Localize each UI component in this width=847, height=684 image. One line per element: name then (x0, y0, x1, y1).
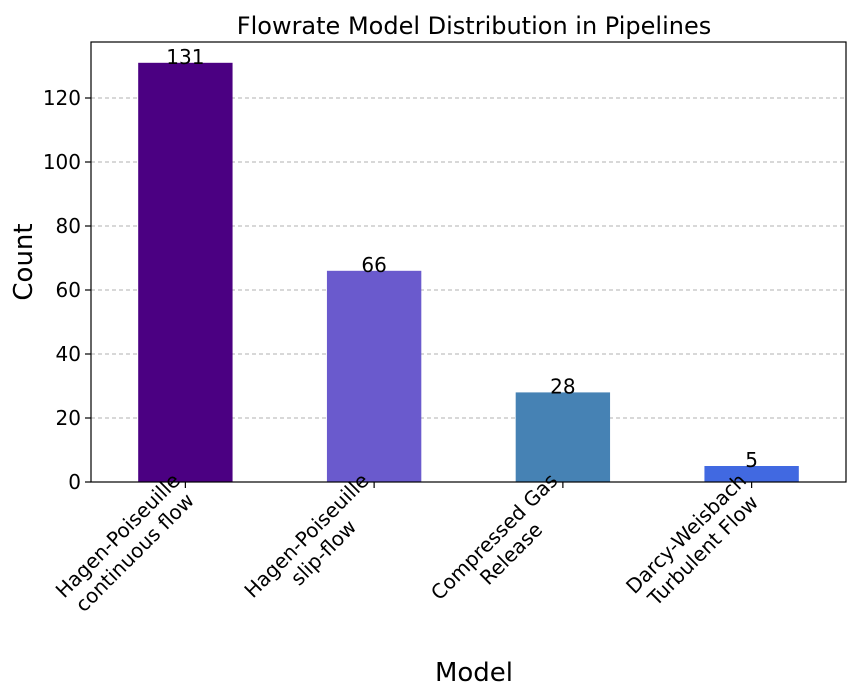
chart-title: Flowrate Model Distribution in Pipelines (237, 12, 711, 40)
y-axis: 0 20 40 60 80 100 120 (43, 86, 91, 494)
bar-value-label: 28 (550, 374, 575, 398)
x-axis-label: Model (435, 658, 513, 684)
y-tick-label: 0 (68, 470, 81, 494)
y-axis-label: Count (9, 223, 39, 300)
bar (138, 63, 232, 482)
bar (516, 392, 610, 482)
y-tick-label: 20 (56, 406, 81, 430)
y-tick-label: 100 (43, 150, 81, 174)
y-tick-label: 120 (43, 86, 81, 110)
bars (138, 63, 799, 482)
bar (327, 271, 421, 482)
bar-value-label: 131 (166, 45, 204, 69)
data-labels: 131 66 28 5 (166, 45, 758, 472)
y-tick-label: 60 (56, 278, 81, 302)
bar-value-label: 66 (361, 253, 386, 277)
y-tick-label: 80 (56, 214, 81, 238)
y-tick-label: 40 (56, 342, 81, 366)
bar-value-label: 5 (745, 448, 758, 472)
